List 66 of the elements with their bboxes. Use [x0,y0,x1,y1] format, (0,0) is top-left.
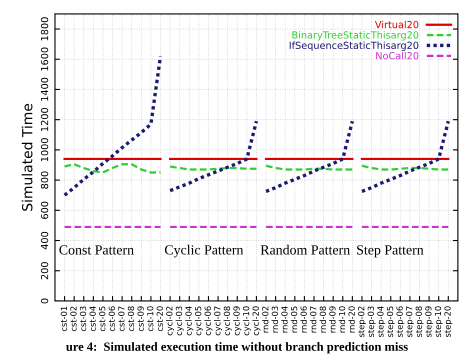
x-tick-label: step-04 [377,306,386,337]
x-tick-label: rnd-10 [338,306,346,333]
x-tick-label: cycl-05 [194,306,203,336]
x-tick-label: step-07 [406,306,414,337]
x-tick-label: cst-07 [118,306,125,332]
annotation: Cyclic Pattern [164,244,244,258]
x-tick-label: step-02 [358,306,366,337]
x-tick-label: cst-10 [147,306,154,332]
x-tick-label: rnd-03 [272,306,278,333]
x-tick-label: cst-01 [60,306,67,332]
x-tick-label: cst-20 [156,306,163,332]
y-axis-title: Simulated Time [22,104,32,211]
line-series [360,120,450,194]
y-tick-label: 0 [40,298,48,304]
annotation: Const Pattern [59,245,134,255]
y-tick-label: 1600 [40,48,48,71]
y-tick-label: 1000 [40,138,48,162]
x-tick-label: step-20 [444,306,452,337]
x-tick-label: step-05 [386,306,395,337]
x-tick-label: rnd-06 [300,306,307,333]
x-tick-label: cst-09 [137,306,144,332]
x-tick-label: step-06 [396,306,404,337]
x-tick-label: step-09 [425,306,434,337]
x-tick-label: cst-06 [108,306,115,332]
x-tick-label: cycl-08 [224,306,232,336]
x-tick-label: rnd-09 [329,306,336,333]
y-tick-label: 1200 [40,108,48,131]
text: ure 4: Simulated execution time without branch prediction miss [66,342,408,354]
x-tick-label: cst-08 [128,306,134,332]
x-tick-label: cycl-10 [242,306,251,336]
legend-label: Virtual20 [374,20,418,28]
line-series [62,54,162,197]
x-tick-label: cycl-07 [214,306,222,336]
x-tick-label: cycl-02 [166,306,174,336]
x-tick-label: cycl-06 [204,306,212,336]
x-tick-label: rnd-04 [281,306,288,333]
y-tick-label: 400 [40,232,48,250]
x-tick-label: step-08 [416,306,424,337]
x-tick-label: step-03 [368,306,376,337]
y-tick-label: 1800 [40,17,48,40]
y-tick-label: 200 [40,262,48,280]
line-series [168,120,258,192]
x-tick-label: rnd-08 [320,306,326,333]
x-tick-label: rnd-05 [290,306,298,333]
line-series [63,163,162,174]
y-tick-label: 600 [40,202,48,219]
y-tick-label: 1400 [40,78,48,101]
annotation: Random Pattern [260,244,350,255]
x-tick-label: rnd-20 [348,306,355,333]
x-tick-label: rnd-07 [310,306,316,333]
x-tick-label: cycl-20 [252,306,260,336]
line-series [264,120,354,194]
annotation: Step Pattern [357,245,424,258]
legend-label: NoCall20 [376,52,418,60]
y-tick-label: 800 [40,171,48,189]
x-tick-label: cst-02 [70,306,77,332]
x-tick-label: cst-03 [80,306,86,332]
legend-label: BinaryTreeStaticThisarg20 [292,31,418,41]
x-tick-label: cycl-09 [233,306,242,336]
x-tick-label: cst-05 [99,306,106,332]
x-tick-label: cst-04 [89,306,96,332]
x-tick-label: step-10 [434,306,443,337]
x-tick-label: rnd-02 [262,306,268,333]
x-tick-label: cycl-03 [176,306,184,336]
legend-label: IfSequenceStaticThisarg20 [290,41,418,51]
x-tick-label: cycl-04 [185,306,194,336]
